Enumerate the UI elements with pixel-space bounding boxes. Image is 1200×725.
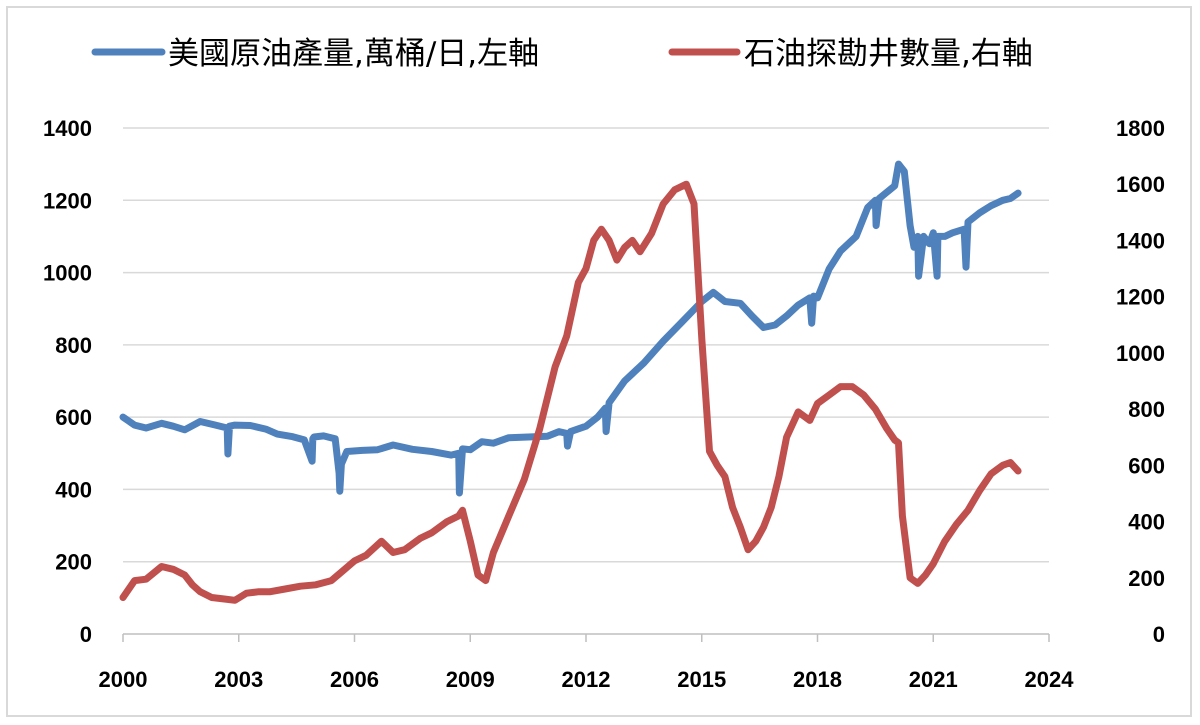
x-tick-label: 2015 [677, 667, 726, 692]
x-tick-label: 2009 [446, 667, 495, 692]
y-right-tick-label: 1200 [1116, 285, 1165, 310]
axes: 0 200 400 600 800 1000 1200 1400 0 200 400 600 800 10… [43, 116, 1165, 692]
legend-label-us-crude-production: 美國原油產量,萬桶/日,左軸 [168, 36, 539, 72]
x-tick-label: 2012 [562, 667, 611, 692]
y-left-tick-label: 1000 [43, 261, 92, 286]
y-right-tick-label: 1600 [1116, 172, 1165, 197]
x-tick-label: 2021 [909, 667, 958, 692]
y-right-tick-label: 1000 [1116, 341, 1165, 366]
y-left-tick-label: 200 [55, 550, 92, 575]
legend: 美國原油產量,萬桶/日,左軸 石油探勘井數量,右軸 [91, 36, 1033, 72]
y-right-tick-label: 400 [1128, 510, 1165, 535]
chart-frame [6, 6, 1192, 717]
x-tick-label: 2018 [793, 667, 842, 692]
series-group [119, 160, 1022, 604]
x-tick-label: 2000 [99, 667, 148, 692]
line-oil-rig-count [119, 180, 1022, 604]
line-us-crude-production [119, 160, 1022, 497]
y-right-tick-label: 1400 [1116, 228, 1165, 253]
x-tick-label: 2006 [330, 667, 379, 692]
y-right-tick-label: 600 [1128, 453, 1165, 478]
x-tick-label: 2024 [1025, 667, 1075, 692]
x-tick-label: 2003 [214, 667, 263, 692]
y-left-tick-label: 800 [55, 333, 92, 358]
y-right-tick-label: 1800 [1116, 116, 1165, 141]
y-right-tick-label: 0 [1153, 622, 1165, 647]
y-left-tick-label: 0 [80, 622, 92, 647]
y-left-tick-label: 400 [55, 477, 92, 502]
y-right-tick-label: 200 [1128, 566, 1165, 591]
y-left-tick-label: 1200 [43, 188, 92, 213]
y-right-tick-label: 800 [1128, 397, 1165, 422]
legend-label-oil-rig-count: 石油探勘井數量,右軸 [744, 36, 1033, 72]
y-left-tick-label: 600 [55, 405, 92, 430]
y-left-tick-label: 1400 [43, 116, 92, 141]
gridlines [123, 127, 1049, 563]
